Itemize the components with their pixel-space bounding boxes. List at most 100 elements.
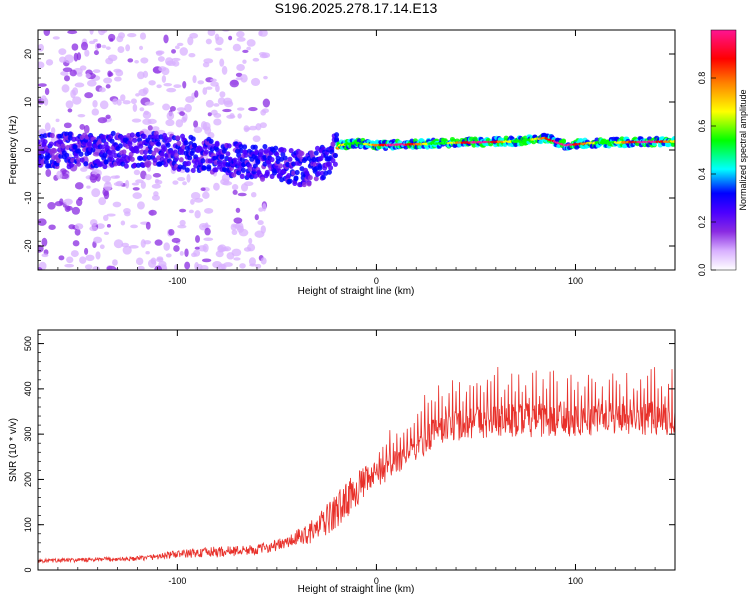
spectrogram-noise-blob — [71, 206, 80, 215]
spectrogram-ridge-blob — [104, 144, 110, 151]
spectrogram-noise-blob — [236, 31, 245, 38]
spectrogram-noise-blob — [212, 261, 222, 269]
spectrogram-noise-blob — [92, 69, 101, 74]
spectrogram-noise-blob — [203, 237, 214, 242]
spectrogram-ridge-blob — [332, 161, 338, 167]
spectrogram-noise-blob — [74, 228, 81, 236]
spectrogram-noise-blob — [207, 30, 216, 37]
spectrogram-ridge-blob — [239, 173, 245, 179]
spectrogram-noise-blob — [202, 191, 210, 200]
spectrogram-noise-blob — [163, 83, 173, 87]
spectrogram-ridge-blob — [138, 155, 144, 161]
spectrogram-ridge-blob — [184, 167, 190, 173]
spectrogram-noise-blob — [213, 113, 222, 118]
spectrogram-ridge-blob — [90, 147, 96, 153]
spectrogram-ridge-blob — [101, 134, 107, 140]
spectrogram-noise-blob — [58, 255, 65, 261]
spectrogram-noise-blob — [156, 84, 162, 89]
spectrogram-noise-blob — [145, 251, 150, 255]
spectrogram-noise-blob — [38, 61, 45, 69]
spectrogram-noise-blob — [235, 207, 241, 213]
spectrogram-ridge-blob — [255, 159, 261, 165]
spectrogram-ridge-blob — [102, 152, 108, 158]
spectrogram-noise-blob — [214, 33, 220, 41]
spectrogram-noise-blob — [98, 197, 107, 206]
spectrogram-noise-blob — [125, 179, 130, 189]
spectrogram-ridge-blob — [132, 137, 138, 143]
spectrogram-ridge-blob — [178, 157, 184, 163]
spectrogram-ridge-blob — [232, 157, 238, 163]
spectrogram-noise-blob — [176, 42, 184, 47]
spectrogram-noise-blob — [187, 36, 194, 46]
spectrogram-noise-blob — [59, 198, 64, 206]
snr-y-tick-label: 300 — [23, 427, 33, 442]
spectrogram-noise-blob — [58, 48, 67, 55]
spectrogram-noise-blob — [259, 122, 267, 129]
spectrogram-ridge-blob — [38, 145, 43, 151]
spectrogram-noise-blob — [205, 38, 212, 45]
spectrogram-ridge-blob — [156, 141, 162, 147]
spectrogram-ridge-blob — [320, 174, 326, 180]
spectrogram-ridge-blob — [129, 156, 135, 162]
spectrogram-noise-blob — [72, 240, 80, 247]
spectrogram-noise-blob — [103, 214, 109, 222]
spectrogram-ridge-blob — [154, 134, 160, 140]
spectrogram-noise-blob — [235, 77, 243, 81]
spectrogram-noise-blob — [233, 217, 243, 224]
spectrogram-noise-blob — [48, 224, 56, 230]
spectrogram-noise-blob — [186, 173, 191, 183]
spectrogram-noise-blob — [165, 119, 175, 127]
spectrogram-noise-blob — [263, 75, 268, 80]
spectrogram-ridge-blob — [55, 157, 61, 164]
spectrogram-ridge-blob — [252, 144, 258, 150]
spectrogram-noise-blob — [105, 114, 111, 119]
spectrogram-noise-blob — [163, 34, 169, 44]
spectrogram-noise-blob — [56, 170, 63, 180]
spectrogram-noise-blob — [193, 120, 199, 128]
snr-ticks: -100 0 100 0 100 200 300 400 500 — [23, 330, 676, 586]
spectrogram-noise-blob — [89, 174, 98, 183]
spectrogram-ridge-blob — [219, 154, 225, 160]
spectrogram-noise-blob — [184, 103, 192, 113]
spectrogram-noise-blob — [152, 173, 162, 178]
spectrogram-noise-blob — [99, 100, 109, 110]
spectrogram-noise-blob — [213, 118, 222, 126]
spectrogram-noise-blob — [134, 60, 139, 64]
snr-y-tick-label: 0 — [23, 567, 33, 572]
spectrogram-noise-blob — [105, 46, 111, 50]
spectrogram-ridge-blob — [48, 141, 54, 147]
spectrogram-noise-blob — [261, 52, 271, 59]
spectrogram-noise-blob — [205, 99, 214, 108]
spectrogram-noise-blob — [113, 239, 124, 249]
spectrogram-noise-blob — [232, 189, 238, 195]
spectrogram-noise-blob — [182, 181, 187, 186]
spectrogram-noise-blob — [79, 65, 87, 71]
spectrogram-ridge-blob — [99, 144, 105, 150]
spectrogram-noise-blob — [105, 84, 111, 89]
spectrogram-noise-blob — [161, 75, 167, 83]
spectrogram-noise-blob — [262, 203, 267, 212]
spectrogram-noise-blob — [205, 86, 213, 90]
spectrogram-ridge-blob — [40, 159, 46, 165]
spectrogram-noise-blob — [85, 254, 95, 262]
spectrogram-noise-blob — [194, 246, 200, 250]
spectrogram-ridge-blob — [330, 141, 336, 147]
spectrogram-y-tick-label: 10 — [23, 97, 33, 107]
spectrogram-noise-blob — [173, 84, 182, 89]
spectrogram-noise-blob — [140, 239, 146, 248]
spectrogram-noise-blob — [248, 107, 258, 112]
spectrogram-noise-blob — [63, 122, 72, 129]
spectrogram-noise-blob — [133, 169, 141, 176]
spectrogram-ridge-blob — [287, 156, 293, 162]
snr-x-tick-label: 0 — [374, 576, 379, 586]
spectrogram-noise-blob — [175, 119, 184, 128]
snr-panel: -100 0 100 0 100 200 300 400 500 Height of strai… — [8, 329, 676, 595]
spectrogram-ridge-blob — [262, 143, 268, 150]
spectrogram-noise-blob — [135, 257, 144, 266]
spectrogram-noise-blob — [204, 208, 214, 214]
spectrogram-noise-blob — [232, 43, 242, 52]
spectrogram-noise-blob — [231, 248, 242, 257]
spectrogram-ridge-blob — [176, 140, 182, 146]
spectrogram-noise-blob — [147, 118, 157, 125]
spectrogram-ridge-blob — [49, 132, 55, 139]
